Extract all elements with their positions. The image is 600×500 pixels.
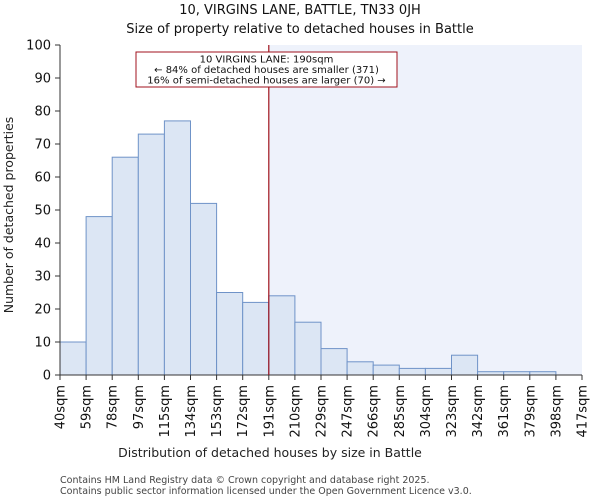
histogram-bar <box>137 133 165 376</box>
y-tick-label: 0 <box>43 369 51 384</box>
histogram-bar <box>242 301 270 376</box>
y-tick-label: 50 <box>34 204 51 219</box>
y-tick-label: 30 <box>34 270 51 285</box>
y-tick-label: 70 <box>34 138 51 153</box>
y-tick-label: 80 <box>34 105 51 120</box>
x-tick-label: 210sqm <box>288 385 303 438</box>
histogram-bar <box>372 364 400 376</box>
x-tick-label: 285sqm <box>393 385 408 438</box>
annotation-line-2: ← 84% of detached houses are smaller (37… <box>154 65 379 76</box>
y-axis-label: Number of detached properties <box>1 117 16 314</box>
footer-line-2: Contains public sector information licen… <box>60 486 472 497</box>
x-tick-label: 417sqm <box>576 385 591 438</box>
x-tick-label: 247sqm <box>341 385 356 438</box>
histogram-bar <box>294 321 322 376</box>
histogram-bar <box>216 292 244 376</box>
histogram-bar <box>424 367 452 376</box>
y-tick-label: 40 <box>34 237 51 252</box>
x-tick-label: 59sqm <box>80 385 95 429</box>
plot-area: 0 10 20 30 40 50 60 70 80 90 100 40sqm 59sqm 78sqm 97s… <box>26 39 590 438</box>
x-tick-label: 398sqm <box>549 385 564 438</box>
x-tick-label: 40sqm <box>54 385 69 429</box>
x-tick-label: 115sqm <box>158 385 173 438</box>
histogram-bar <box>59 341 87 376</box>
footer-line-1: Contains HM Land Registry data © Crown c… <box>60 475 430 486</box>
x-tick-label: 266sqm <box>367 385 382 438</box>
larger-region-shade <box>268 45 582 375</box>
annotation-box <box>135 51 398 88</box>
x-tick-label: 304sqm <box>419 385 434 438</box>
x-tick-label: 191sqm <box>262 385 277 438</box>
y-tick-label: 60 <box>34 171 51 186</box>
x-tick-label: 153sqm <box>210 385 225 438</box>
histogram-bar <box>451 354 479 376</box>
x-tick-label: 97sqm <box>132 385 147 429</box>
histogram-bar <box>190 202 218 376</box>
histogram-bar <box>320 348 348 376</box>
y-tick-label: 100 <box>26 39 51 54</box>
histogram-bar <box>111 156 139 376</box>
y-tick-label: 10 <box>34 336 51 351</box>
chart-title: 10, VIRGINS LANE, BATTLE, TN33 0JH <box>179 3 421 18</box>
histogram-bar <box>268 295 296 376</box>
x-tick-label: 229sqm <box>315 385 330 438</box>
x-axis-label: Distribution of detached houses by size … <box>118 445 422 460</box>
x-tick-label: 134sqm <box>184 385 199 438</box>
histogram-bar <box>346 361 374 376</box>
x-tick-label: 361sqm <box>497 385 512 438</box>
annotation-line-1: 10 VIRGINS LANE: 190sqm <box>200 55 334 66</box>
histogram-bar <box>163 120 191 376</box>
x-tick-label: 379sqm <box>523 385 538 438</box>
histogram-bar <box>398 367 426 376</box>
x-tick-label: 78sqm <box>106 385 121 429</box>
histogram-bar <box>85 216 113 376</box>
x-tick-label: 172sqm <box>236 385 251 438</box>
y-tick-label: 20 <box>34 303 51 318</box>
y-tick-label: 90 <box>34 72 51 87</box>
x-tick-label: 342sqm <box>471 385 486 438</box>
chart-subtitle: Size of property relative to detached ho… <box>126 22 473 37</box>
x-tick-label: 323sqm <box>445 385 460 438</box>
annotation-line-3: 16% of semi-detached houses are larger (… <box>147 76 385 87</box>
